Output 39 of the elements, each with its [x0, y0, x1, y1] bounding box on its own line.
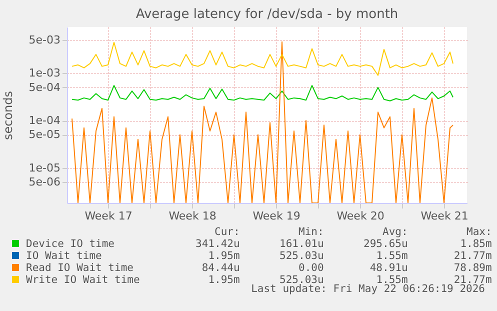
- y-tick-label: 5e-05: [28, 128, 60, 142]
- legend-label: IO Wait time: [25, 250, 103, 262]
- x-tick-label: Week 18: [168, 210, 216, 222]
- text: Max:: [466, 226, 492, 238]
- line-series: [72, 41, 454, 203]
- text: 78.89m: [452, 262, 492, 274]
- y-tick-label: 1e-04: [28, 114, 60, 128]
- text: 525.03u: [278, 250, 324, 262]
- text: 1.95m: [207, 274, 240, 286]
- text: Min:: [298, 226, 324, 238]
- text: 48.91u: [368, 262, 408, 274]
- text: 21.77m: [452, 250, 492, 262]
- text: Cur:: [214, 226, 240, 238]
- legend-label: Device IO time: [25, 238, 116, 250]
- y-tick-label: 1e-03: [28, 66, 60, 80]
- text: Last update: Fri May 22 06:26:19 2026: [251, 283, 485, 295]
- line-series: [72, 42, 454, 76]
- y-tick-label: 5e-06: [28, 176, 60, 189]
- text: 0.00: [298, 262, 324, 274]
- text: 1.55m: [375, 250, 408, 262]
- y-axis-title: seconds: [0, 90, 15, 140]
- text: 341.42u: [194, 238, 240, 250]
- y-tick-label: 5e-03: [28, 34, 60, 47]
- text: 1.95m: [207, 250, 240, 262]
- x-tick-label: Week 21: [420, 210, 468, 222]
- legend-label: Write IO Wait time: [25, 274, 140, 286]
- text: Avg:: [382, 226, 408, 238]
- y-tick-label: 5e-04: [28, 80, 60, 94]
- x-tick-label: Week 20: [336, 210, 384, 222]
- chart-title: Average latency for /dev/sda - by month: [136, 7, 398, 22]
- x-tick-label: Week 17: [84, 210, 132, 222]
- legend-label: Read IO Wait time: [25, 262, 134, 274]
- x-tick-label: Week 19: [252, 210, 300, 222]
- text: 161.01u: [278, 238, 324, 250]
- text: 1.85m: [459, 238, 492, 250]
- line-series: [72, 85, 454, 102]
- text: 295.65u: [362, 238, 408, 250]
- y-tick-label: 1e-05: [28, 161, 60, 174]
- text: 84.44u: [200, 262, 240, 274]
